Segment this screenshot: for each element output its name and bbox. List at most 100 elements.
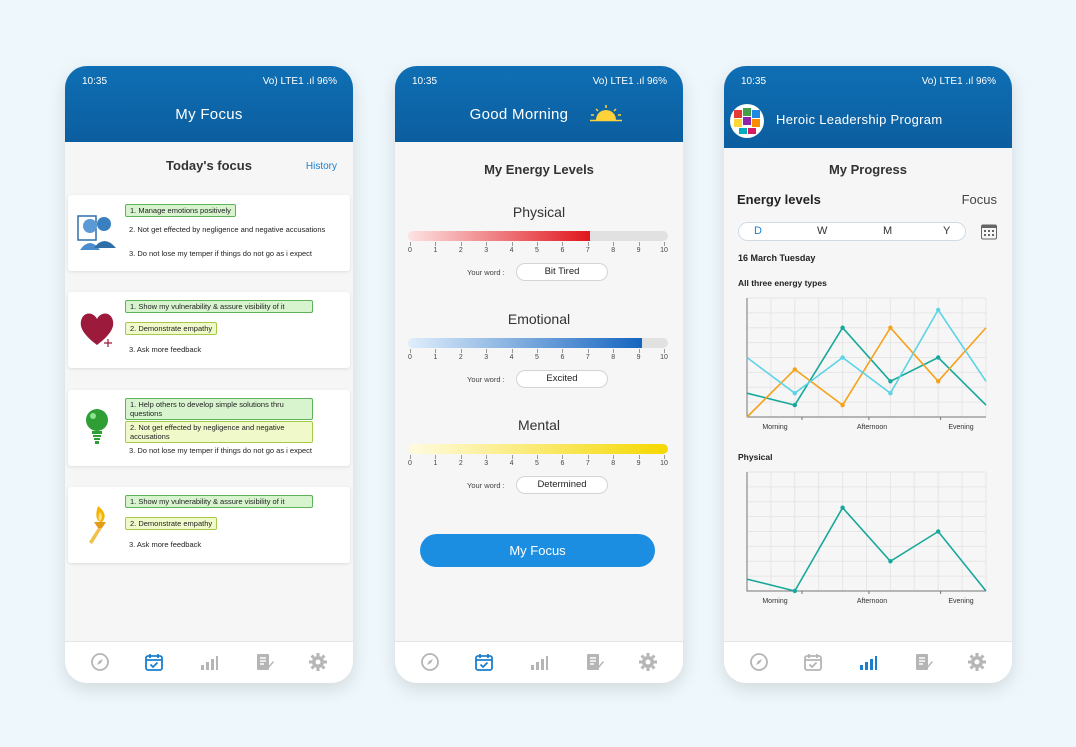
data-point[interactable] — [936, 355, 941, 360]
scale-label: 6 — [560, 460, 565, 467]
scale-label: 1 — [433, 354, 438, 361]
chart1-title: All three energy types — [738, 278, 827, 288]
scale-label: 4 — [509, 247, 514, 254]
series-line — [746, 326, 987, 407]
sun-icon — [590, 105, 622, 122]
tab-settings[interactable] — [966, 651, 988, 673]
phone-my-progress: 10:35 Vo) LTE1 .ıl 96% Heroic Leadership… — [724, 66, 1012, 683]
tab-focus[interactable] — [143, 651, 165, 673]
your-word-label: Your word : — [467, 481, 505, 490]
tab-explore[interactable] — [89, 651, 111, 673]
energy-title: Physical — [512, 204, 566, 220]
data-point[interactable] — [888, 391, 893, 396]
tab-focus[interactable] — [802, 651, 824, 673]
scale-label: 0 — [408, 460, 412, 467]
scale-tick — [613, 455, 615, 459]
data-point[interactable] — [792, 402, 797, 408]
tab-explore[interactable] — [419, 651, 441, 673]
energy-levels-tab[interactable]: Energy levels — [737, 192, 821, 207]
scale-label: 8 — [611, 460, 616, 467]
data-point[interactable] — [888, 379, 893, 384]
scale-label: 7 — [585, 247, 590, 254]
scale-tick — [486, 242, 488, 246]
scale-label: 8 — [611, 354, 616, 361]
tab-progress[interactable] — [528, 651, 550, 673]
data-point[interactable] — [792, 367, 797, 372]
period-week[interactable]: W — [817, 225, 828, 237]
scale-tick — [511, 455, 513, 459]
focus-tab[interactable]: Focus — [961, 192, 997, 207]
scale-label: 0 — [408, 247, 412, 254]
battery-level: 96% — [316, 76, 337, 87]
period-year[interactable]: Y — [943, 225, 951, 237]
scale-tick — [410, 349, 411, 353]
my-focus-button[interactable]: My Focus — [420, 534, 655, 567]
gear-icon — [309, 653, 327, 671]
tab-bar — [65, 641, 353, 683]
tab-focus[interactable] — [473, 651, 495, 673]
section-title: My Progress — [828, 162, 908, 177]
tab-progress[interactable] — [857, 651, 879, 673]
focus-item: 3. Do not lose my temper if things do no… — [129, 249, 313, 258]
your-word-value[interactable]: Excited — [516, 370, 608, 388]
scale-tick — [562, 349, 564, 353]
status-time: 10:35 — [82, 76, 108, 87]
section-title: My Energy Levels — [484, 162, 594, 177]
scale-label: 1 — [433, 460, 438, 467]
data-point[interactable] — [792, 391, 797, 396]
data-point[interactable] — [888, 559, 893, 564]
scale-tick — [613, 242, 615, 246]
scale-label: 0 — [408, 354, 412, 361]
tab-settings[interactable] — [637, 651, 659, 673]
period-month[interactable]: M — [883, 225, 893, 237]
energy-scale: 0 1 2 3 4 5 6 7 8 9 10 — [408, 455, 668, 467]
tab-progress[interactable] — [198, 651, 220, 673]
scale-label: 1 — [433, 247, 438, 254]
focus-card[interactable]: 1. Help others to develop simple solutio… — [68, 390, 350, 466]
data-point[interactable] — [936, 307, 941, 313]
data-point[interactable] — [792, 588, 797, 594]
tab-journal[interactable] — [583, 651, 605, 673]
lightbulb-icon — [76, 405, 118, 449]
history-link[interactable]: History — [305, 161, 337, 172]
scale-label: 5 — [535, 460, 539, 467]
calendar-icon[interactable] — [981, 223, 997, 240]
data-point[interactable] — [840, 505, 845, 510]
focus-item: 2. Demonstrate empathy — [125, 322, 218, 335]
today-focus-title: Today's focus — [166, 158, 252, 173]
scale-tick — [435, 349, 437, 353]
energy-bar-fill — [408, 444, 668, 454]
period-day[interactable]: D — [754, 225, 762, 237]
scale-tick — [410, 455, 411, 459]
your-word-value[interactable]: Bit Tired — [516, 263, 608, 281]
status-bar: 10:35 Vo) LTE1 .ıl 96% — [395, 76, 683, 90]
tab-explore[interactable] — [748, 651, 770, 673]
app-header: 10:35 Vo) LTE1 .ıl 96% My Focus — [65, 66, 353, 142]
physical-chart: Morning Afternoon Evening — [746, 471, 987, 605]
page-title: Good Morning — [469, 106, 569, 123]
focus-card[interactable]: 1. Show my vulnerability & assure visibi… — [68, 292, 350, 368]
scale-tick — [537, 242, 538, 246]
your-word-value[interactable]: Determined — [516, 476, 608, 494]
scale-tick — [460, 242, 462, 246]
focus-card[interactable]: 1. Show my vulnerability & assure visibi… — [68, 487, 350, 563]
data-point[interactable] — [840, 325, 845, 330]
torch-icon — [76, 502, 118, 546]
data-point[interactable] — [840, 402, 845, 408]
calendar-check-icon — [145, 654, 163, 671]
scale-tick — [587, 455, 589, 459]
edit-document-icon — [587, 654, 604, 670]
tab-journal[interactable] — [253, 651, 275, 673]
compass-icon — [750, 653, 768, 671]
energy-bar — [408, 231, 668, 241]
scale-tick — [460, 455, 462, 459]
tab-settings[interactable] — [307, 651, 329, 673]
data-point[interactable] — [936, 379, 941, 384]
focus-card[interactable]: 1. Manage emotions positively 2. Not get … — [68, 195, 350, 271]
data-point[interactable] — [888, 325, 893, 330]
tab-journal[interactable] — [912, 651, 934, 673]
data-point[interactable] — [840, 355, 845, 360]
page-title: Heroic Leadership Program — [776, 112, 943, 127]
data-point[interactable] — [936, 529, 941, 534]
scale-label: 10 — [660, 247, 668, 254]
